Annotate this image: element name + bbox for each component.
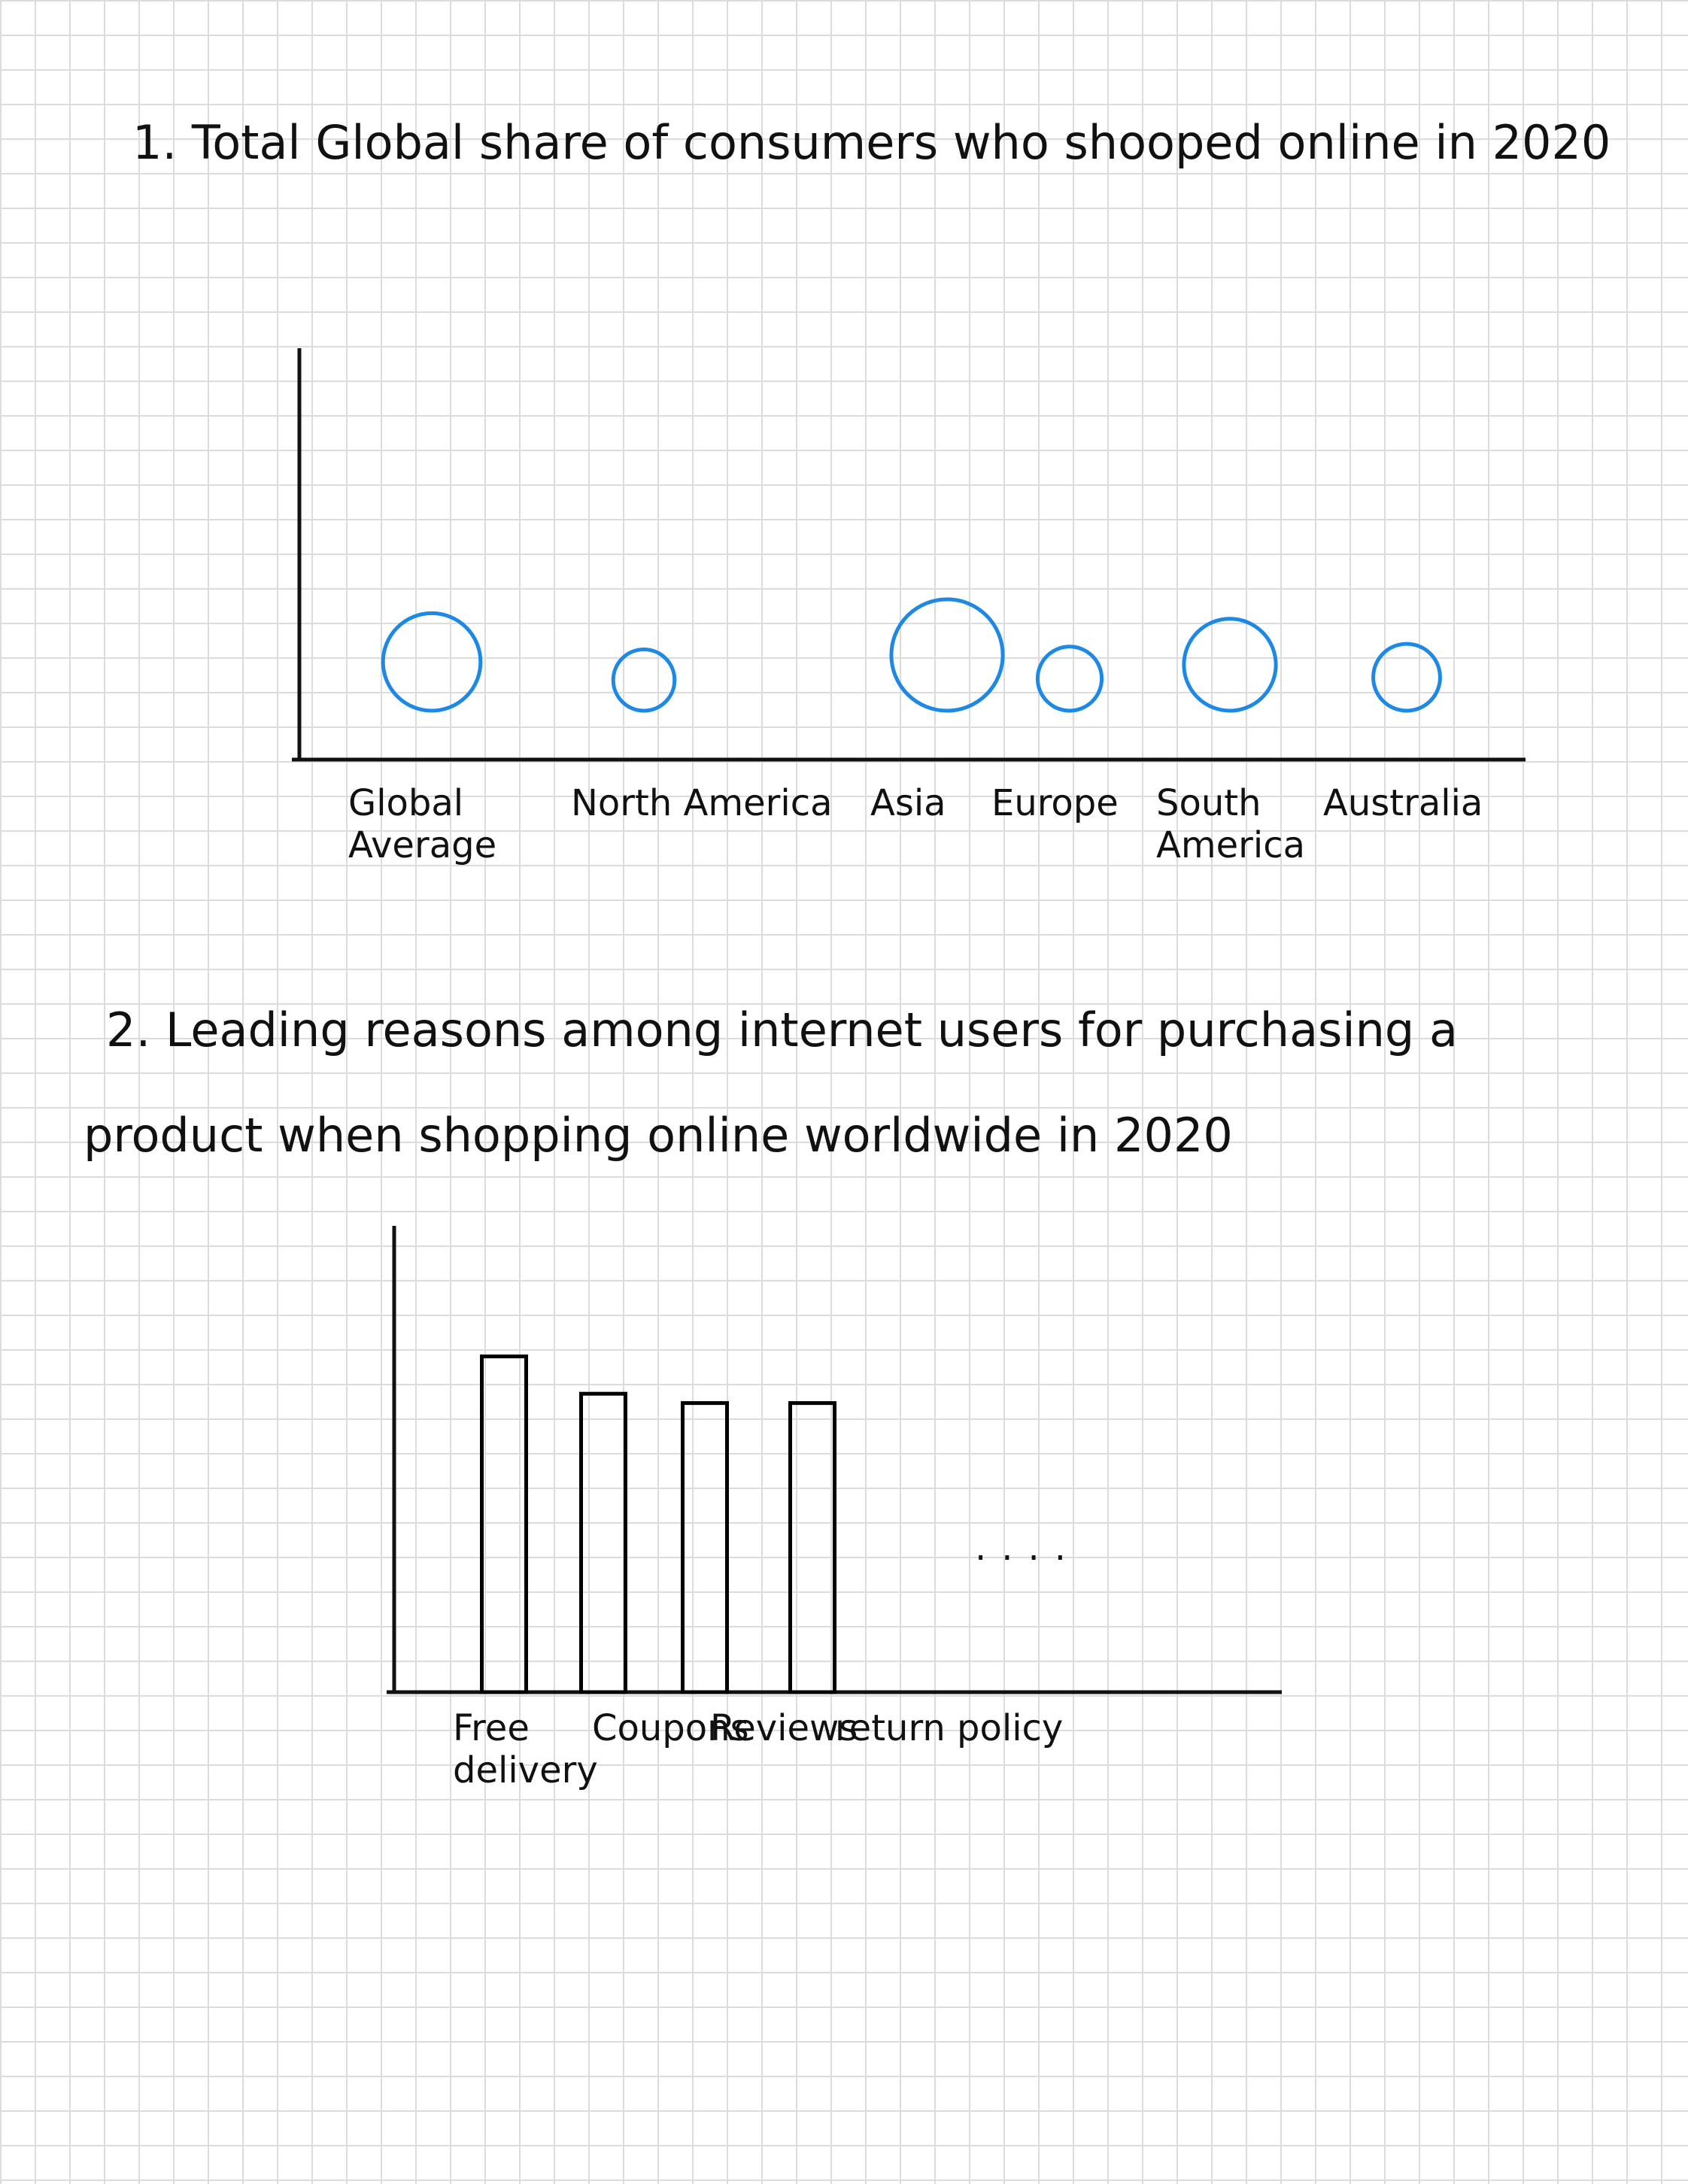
x-tick-label: Australia — [1323, 782, 1483, 824]
bubble — [889, 597, 1005, 713]
bar — [681, 1401, 729, 1694]
x-tick-label: Asia — [870, 782, 946, 824]
bubble — [381, 611, 483, 713]
chart-title: 2. Leading reasons among internet users … — [83, 1003, 1458, 1163]
x-tick-label: Reviews — [710, 1707, 858, 1749]
chart-title: 1. Total Global share of consumers who s… — [132, 115, 1611, 170]
bubble — [1371, 642, 1442, 713]
x-tick-label: North America — [571, 782, 833, 824]
bar — [579, 1391, 627, 1694]
x-tick-label: Europe — [991, 782, 1119, 824]
x-tick-label: Global Average — [348, 782, 497, 866]
annotation: .... — [975, 1527, 1082, 1569]
bubble — [611, 648, 677, 713]
bar — [788, 1401, 836, 1694]
bubble — [1182, 617, 1278, 713]
x-tick-label: Free delivery — [453, 1707, 598, 1791]
x-tick-label: return policy — [835, 1707, 1064, 1749]
x-tick-label: South America — [1156, 782, 1305, 866]
x-tick-label: Coupons — [592, 1707, 749, 1749]
bubble — [1035, 645, 1104, 713]
bar — [480, 1354, 528, 1694]
